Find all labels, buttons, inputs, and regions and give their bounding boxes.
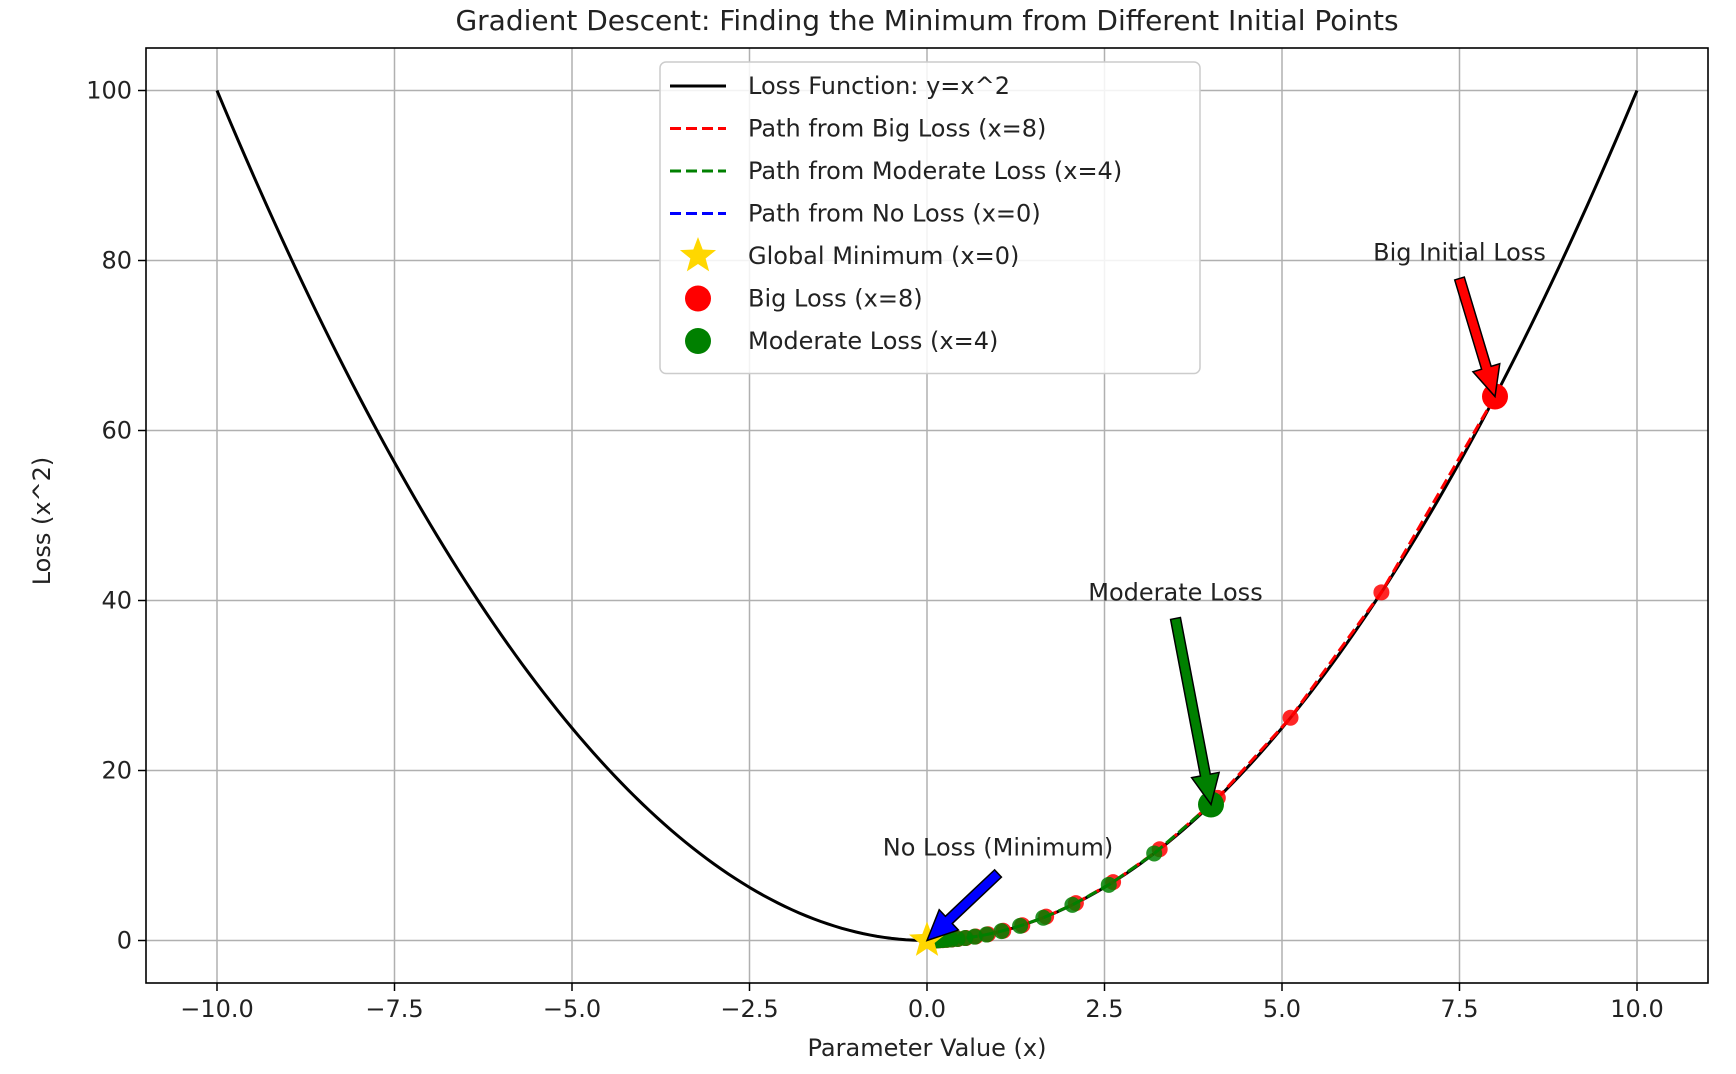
legend-entry-label: Path from No Loss (x=0) <box>748 200 1041 228</box>
legend-entry-label: Global Minimum (x=0) <box>748 242 1019 270</box>
chart-title: Gradient Descent: Finding the Minimum fr… <box>455 4 1398 37</box>
descent-path-point <box>1282 709 1299 726</box>
y-axis-label: Loss (x^2) <box>28 457 56 586</box>
x-tick-label: 2.5 <box>1085 995 1123 1023</box>
descent-path-point <box>1012 917 1029 934</box>
x-tick-label: 0.0 <box>908 995 946 1023</box>
x-tick-label: 5.0 <box>1263 995 1301 1023</box>
legend-star-swatch <box>679 237 717 272</box>
descent-path-point <box>1064 896 1081 913</box>
annotation-label-0: Big Initial Loss <box>1373 239 1546 267</box>
annotation-label-2: No Loss (Minimum) <box>883 834 1113 862</box>
axis-ticks: −10.0 −7.5 −5.0 −2.5 0.0 2.5 5.0 7.5 10.0 0 20 40 60… <box>86 77 1664 1024</box>
y-tick-label: 20 <box>101 757 132 785</box>
annotation-arrow-2 <box>925 868 1003 942</box>
y-tick-label: 80 <box>101 247 132 275</box>
legend: Loss Function: y=x^2 Path from Big Loss (… <box>659 61 1201 375</box>
legend-entry-label: Big Loss (x=8) <box>748 285 923 313</box>
y-tick-label: 100 <box>86 77 132 105</box>
x-tick-label: −5.0 <box>543 995 601 1023</box>
x-tick-label: −2.5 <box>720 995 778 1023</box>
x-tick-label: −10.0 <box>180 995 254 1023</box>
descent-path-point <box>1373 584 1390 601</box>
annotation-arrow-0 <box>1453 276 1501 399</box>
descent-path-point <box>1146 845 1163 862</box>
x-tick-label: 7.5 <box>1440 995 1478 1023</box>
legend-entry-label: Loss Function: y=x^2 <box>748 72 1010 100</box>
legend-entry-label: Path from Moderate Loss (x=4) <box>748 157 1122 185</box>
y-tick-label: 40 <box>101 587 132 615</box>
y-tick-label: 60 <box>101 417 132 445</box>
annotation-arrow-1 <box>1169 616 1221 807</box>
legend-entry-label: Path from Big Loss (x=8) <box>748 115 1046 143</box>
descent-path-point <box>978 926 995 943</box>
y-tick-label: 0 <box>117 927 132 955</box>
annotation-label-1: Moderate Loss <box>1088 579 1262 607</box>
legend-circle-swatch <box>685 328 711 354</box>
descent-path-point <box>993 923 1010 940</box>
annotations: Big Initial Loss Moderate Loss No Loss (Mi… <box>883 239 1546 942</box>
x-tick-label: −7.5 <box>365 995 423 1023</box>
descent-path-point <box>1035 909 1052 926</box>
x-axis-label: Parameter Value (x) <box>808 1034 1047 1062</box>
legend-entry-label: Moderate Loss (x=4) <box>748 327 998 355</box>
legend-box <box>659 61 1201 375</box>
legend-circle-swatch <box>685 285 711 312</box>
x-tick-label: 10.0 <box>1610 995 1663 1023</box>
descent-path-point <box>1100 876 1117 893</box>
